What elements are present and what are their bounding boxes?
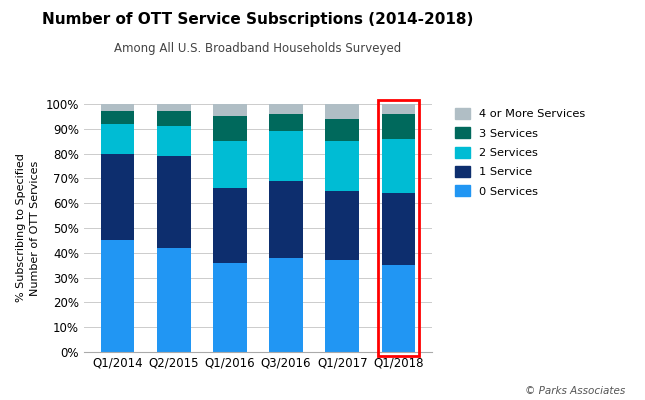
Bar xyxy=(157,126,190,156)
Bar xyxy=(101,124,134,154)
Bar xyxy=(382,114,415,139)
Bar xyxy=(326,191,359,260)
Bar xyxy=(269,104,303,114)
Text: Among All U.S. Broadband Households Surveyed: Among All U.S. Broadband Households Surv… xyxy=(114,42,402,55)
Bar xyxy=(326,119,359,141)
Bar xyxy=(101,112,134,124)
Text: Number of OTT Service Subscriptions (2014-2018): Number of OTT Service Subscriptions (201… xyxy=(43,12,473,27)
Bar xyxy=(269,258,303,352)
Bar xyxy=(213,141,247,188)
Bar xyxy=(326,104,359,119)
Bar xyxy=(269,114,303,131)
Bar xyxy=(213,104,247,116)
Bar xyxy=(157,112,190,126)
Bar xyxy=(157,104,190,112)
Bar xyxy=(382,193,415,265)
Bar xyxy=(213,188,247,263)
Bar xyxy=(213,116,247,141)
Bar xyxy=(382,265,415,352)
Bar xyxy=(101,154,134,240)
Bar xyxy=(378,100,419,356)
Y-axis label: % Subscribing to Specified
Number of OTT Services: % Subscribing to Specified Number of OTT… xyxy=(16,154,40,302)
Bar xyxy=(326,141,359,191)
Bar xyxy=(213,263,247,352)
Bar xyxy=(101,104,134,112)
Bar xyxy=(382,104,415,114)
Text: © Parks Associates: © Parks Associates xyxy=(526,386,626,396)
Bar xyxy=(269,181,303,258)
Bar xyxy=(269,131,303,181)
Bar xyxy=(157,156,190,248)
Legend: 4 or More Services, 3 Services, 2 Services, 1 Service, 0 Services: 4 or More Services, 3 Services, 2 Servic… xyxy=(451,105,589,200)
Bar xyxy=(101,240,134,352)
Bar xyxy=(326,260,359,352)
Bar xyxy=(382,139,415,193)
Bar xyxy=(157,248,190,352)
